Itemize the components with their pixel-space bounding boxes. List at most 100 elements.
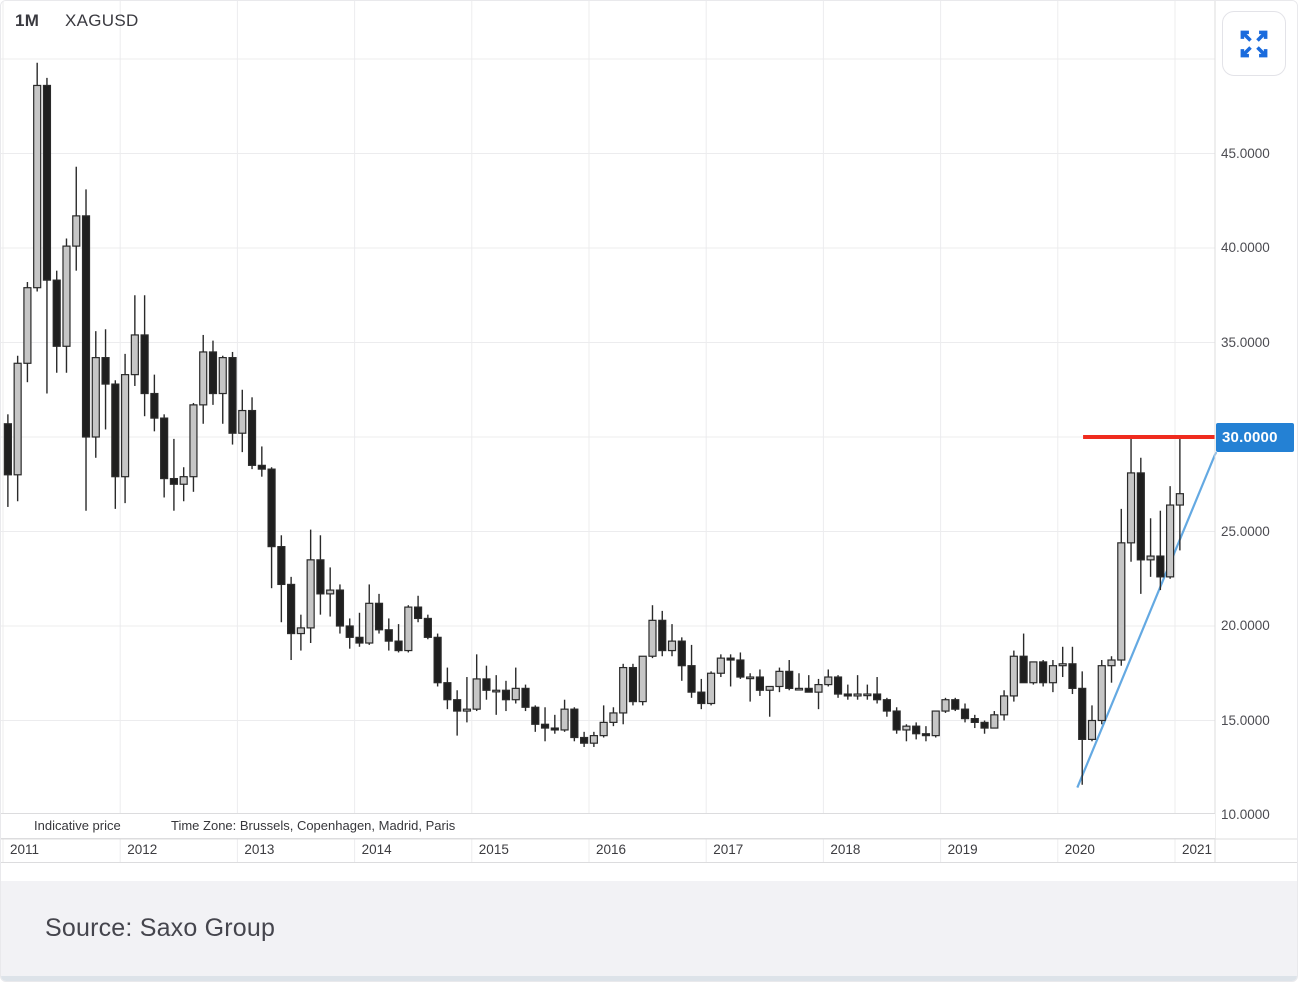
- candle-body: [277, 546, 286, 586]
- candle: [208, 340, 218, 405]
- candle-body: [374, 602, 384, 631]
- fullscreen-button[interactable]: [1222, 11, 1286, 76]
- candle-body: [990, 714, 999, 729]
- candle-body: [160, 417, 169, 480]
- expand-arrows-icon: [1240, 30, 1268, 57]
- candle: [238, 389, 247, 453]
- candle-body: [589, 735, 598, 744]
- candle-body: [140, 334, 149, 395]
- candle: [726, 654, 735, 687]
- candle: [736, 652, 745, 679]
- candle: [1146, 518, 1155, 577]
- candle-body: [999, 695, 1009, 716]
- candle: [921, 726, 931, 742]
- candle: [433, 633, 442, 687]
- candle: [72, 166, 81, 271]
- candle: [101, 329, 110, 430]
- candle-body: [931, 710, 940, 737]
- candlestick-chart[interactable]: 1M XAGUSD 45.0000 40.0000 35.0000 30.0000 25…: [1, 1, 1297, 871]
- candle: [1097, 660, 1106, 725]
- candle-body: [1058, 663, 1067, 667]
- candle-body: [433, 636, 442, 684]
- candle-body: [287, 583, 296, 635]
- candle-body: [169, 477, 179, 485]
- candle: [687, 644, 696, 698]
- candle: [423, 614, 432, 640]
- candle: [1019, 633, 1028, 684]
- candle: [3, 414, 12, 507]
- candle-body: [1097, 665, 1106, 722]
- candle: [404, 605, 413, 653]
- candle-body: [550, 727, 559, 731]
- candle: [62, 238, 71, 373]
- candle-body: [335, 589, 345, 627]
- candle-body: [355, 636, 364, 644]
- candle: [609, 707, 618, 727]
- candle: [892, 707, 901, 734]
- candle-body: [1146, 555, 1155, 561]
- price-tick-label: 25.0000: [1221, 523, 1270, 539]
- ascending-trendline: [1076, 451, 1218, 789]
- candle-body: [833, 676, 843, 695]
- candle: [296, 614, 305, 651]
- candle: [33, 62, 42, 292]
- candle: [160, 414, 169, 498]
- candle: [257, 446, 266, 477]
- candle: [1009, 650, 1018, 702]
- candle: [1107, 656, 1116, 683]
- candle-body: [697, 691, 706, 705]
- candle-body: [638, 655, 647, 703]
- candle-body: [873, 693, 882, 701]
- candle-body: [619, 666, 628, 714]
- candle-body: [785, 670, 794, 689]
- candle: [814, 678, 823, 710]
- candle: [706, 671, 716, 706]
- candle-body: [570, 708, 579, 739]
- candle-body: [91, 357, 100, 438]
- candle-body: [804, 687, 813, 693]
- candle: [179, 467, 188, 502]
- last-price-tag: 30.0000: [1216, 423, 1294, 452]
- candle-body: [755, 676, 765, 691]
- candle: [589, 731, 598, 747]
- candle-body: [306, 559, 315, 629]
- candle: [462, 677, 472, 723]
- candle-body: [472, 678, 481, 710]
- candle-body: [706, 672, 716, 705]
- candle-body: [52, 279, 61, 347]
- candle-body: [247, 409, 257, 466]
- candle: [990, 711, 999, 729]
- candle: [1078, 671, 1087, 785]
- candle-body: [3, 423, 12, 476]
- candle-body: [326, 589, 335, 595]
- candle: [648, 605, 657, 659]
- candle-body: [492, 689, 501, 693]
- candle-body: [648, 619, 657, 657]
- candle: [472, 654, 481, 712]
- price-tick-label: 40.0000: [1221, 240, 1270, 255]
- candle-body: [13, 362, 22, 476]
- candle: [365, 584, 374, 645]
- candle: [218, 355, 227, 424]
- candle: [804, 675, 813, 693]
- candle-body: [628, 666, 638, 703]
- candle-body: [746, 676, 755, 680]
- candle-body: [1126, 472, 1136, 544]
- year-tick-label: 2012: [127, 842, 158, 857]
- candle: [980, 720, 989, 734]
- candle-body: [521, 687, 530, 708]
- candle: [843, 684, 852, 700]
- candle-body: [384, 629, 393, 642]
- candle: [91, 331, 100, 458]
- candle: [1087, 705, 1097, 742]
- candle-body: [863, 693, 872, 697]
- price-tick-label: 15.0000: [1221, 712, 1270, 728]
- candle: [941, 697, 950, 713]
- candle: [130, 295, 139, 386]
- candle: [638, 655, 647, 706]
- candle-body: [912, 725, 921, 735]
- candle: [443, 667, 452, 710]
- year-tick-label: 2020: [1064, 842, 1095, 857]
- price-tick-label: 45.0000: [1221, 145, 1270, 161]
- price-tick-label: 10.0000: [1221, 807, 1270, 822]
